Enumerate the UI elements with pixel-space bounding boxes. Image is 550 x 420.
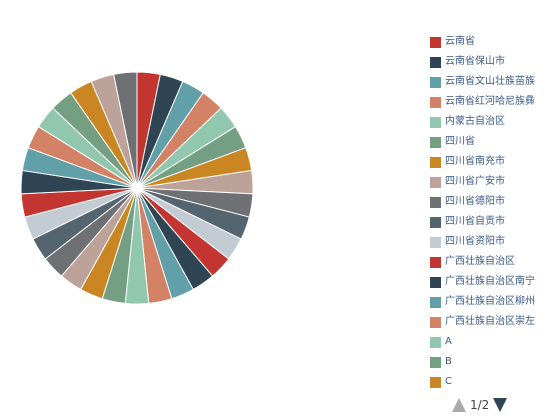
legend: 云南省云南省保山市云南省文山壮族苗族 云南省红河哈尼族彝 内蒙古自治区 四川省四川省南… (430, 32, 550, 392)
legend-swatch (430, 216, 441, 228)
legend-label: 云南省文山壮族苗族 (445, 76, 535, 87)
legend-swatch (430, 296, 441, 308)
legend-label: 广西壮族自治区 (445, 256, 515, 267)
legend-item[interactable]: A (430, 332, 550, 352)
legend-item[interactable]: 四川省南充市 (430, 152, 550, 172)
legend-item[interactable]: 广西壮族自治区 (430, 252, 550, 272)
legend-label: 广西壮族自治区柳州 (445, 296, 535, 307)
legend-swatch (430, 336, 441, 348)
legend-swatch (430, 136, 441, 148)
legend-swatch (430, 356, 441, 368)
legend-swatch (430, 316, 441, 328)
legend-item[interactable]: 广西壮族自治区崇左 (430, 312, 550, 332)
legend-label: 广西壮族自治区南宁 (445, 276, 535, 287)
legend-label: 云南省保山市 (445, 56, 505, 67)
legend-item[interactable]: 四川省自贡市 (430, 212, 550, 232)
legend-item[interactable]: B (430, 352, 550, 372)
legend-item[interactable]: 四川省德阳市 (430, 192, 550, 212)
legend-swatch (430, 196, 441, 208)
triangle-up-icon[interactable] (452, 398, 466, 412)
legend-item[interactable]: 内蒙古自治区 (430, 112, 550, 132)
legend-label: B (445, 356, 452, 367)
legend-item[interactable]: 四川省 (430, 132, 550, 152)
legend-swatch (430, 76, 441, 88)
legend-swatch (430, 96, 441, 108)
legend-swatch (430, 276, 441, 288)
legend-item[interactable]: 云南省 (430, 32, 550, 52)
legend-label: 四川省自贡市 (445, 216, 505, 227)
legend-swatch (430, 236, 441, 248)
legend-item[interactable]: C (430, 372, 550, 392)
legend-label: 四川省 (445, 136, 475, 147)
legend-item[interactable]: 广西壮族自治区南宁 (430, 272, 550, 292)
legend-label: 云南省红河哈尼族彝 (445, 96, 535, 107)
pie-slice[interactable] (113, 71, 138, 189)
legend-item[interactable]: 云南省文山壮族苗族 (430, 72, 550, 92)
legend-swatch (430, 176, 441, 188)
legend-label: 四川省德阳市 (445, 196, 505, 207)
legend-swatch (430, 36, 441, 48)
legend-item[interactable]: 云南省红河哈尼族彝 (430, 92, 550, 112)
legend-item[interactable]: 四川省资阳市 (430, 232, 550, 252)
legend-label: 内蒙古自治区 (445, 116, 505, 127)
legend-label: A (445, 336, 452, 347)
legend-item[interactable]: 广西壮族自治区柳州 (430, 292, 550, 312)
legend-item[interactable]: 云南省保山市 (430, 52, 550, 72)
triangle-down-icon[interactable] (493, 398, 508, 412)
legend-label: 四川省资阳市 (445, 236, 505, 247)
legend-label: 四川省南充市 (445, 156, 505, 167)
legend-swatch (430, 156, 441, 168)
legend-label: 广西壮族自治区崇左 (445, 316, 535, 327)
legend-page-indicator: 1/2 (470, 398, 490, 412)
legend-pager: 1/2 (452, 398, 508, 412)
legend-item[interactable]: 四川省广安市 (430, 172, 550, 192)
legend-swatch (430, 116, 441, 128)
legend-swatch (430, 376, 441, 388)
legend-label: C (445, 376, 452, 387)
legend-label: 四川省广安市 (445, 176, 505, 187)
legend-label: 云南省 (445, 36, 475, 47)
legend-swatch (430, 56, 441, 68)
legend-swatch (430, 256, 441, 268)
